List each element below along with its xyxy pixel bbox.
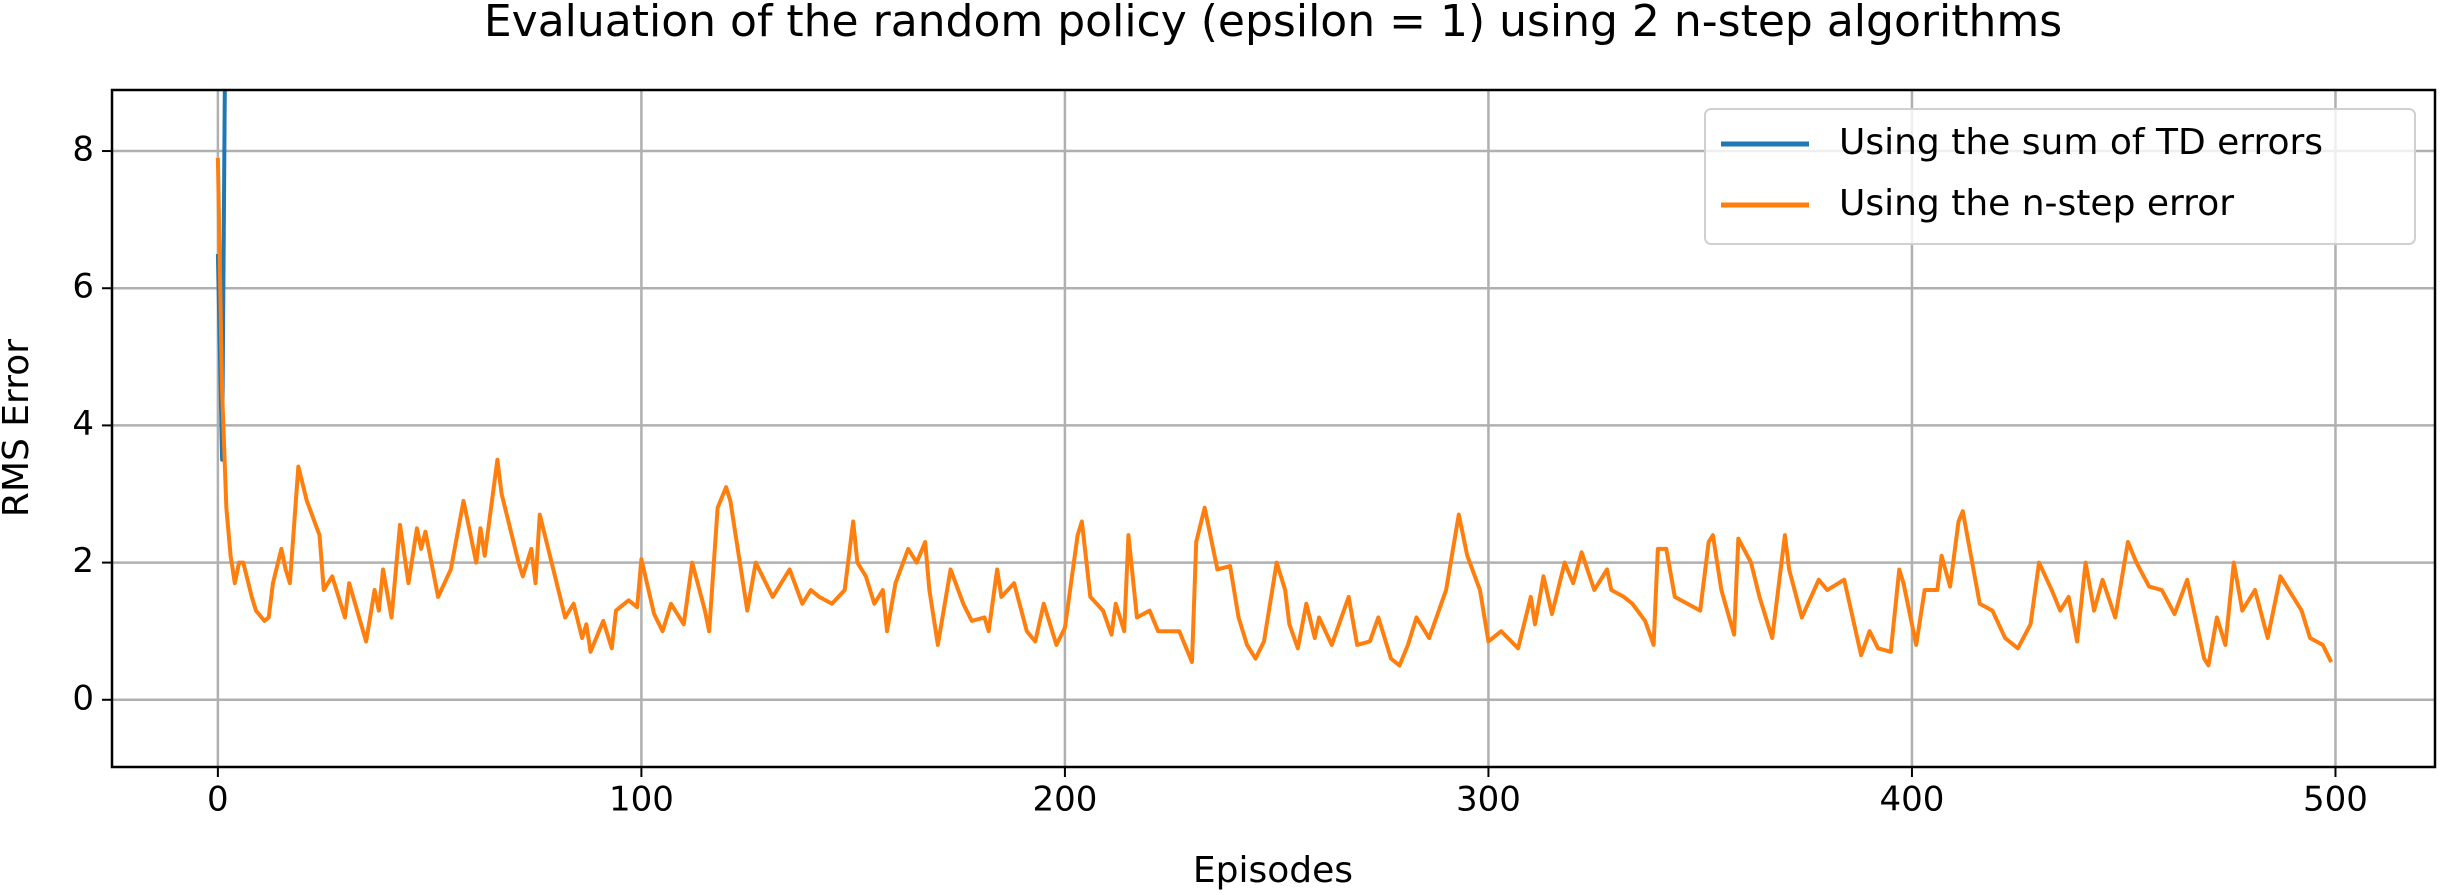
y-tick-label: 0 xyxy=(72,678,94,718)
legend-label: Using the sum of TD errors xyxy=(1839,122,2323,163)
x-tick-label: 400 xyxy=(1880,780,1945,820)
chart-title: Evaluation of the random policy (epsilon… xyxy=(484,0,2062,47)
y-tick-label: 2 xyxy=(72,541,94,581)
y-axis-label: RMS Error xyxy=(0,339,37,517)
x-axis-label: Episodes xyxy=(1193,850,1353,891)
data-line xyxy=(215,157,2334,668)
y-tick-label: 6 xyxy=(72,267,94,307)
x-tick-label: 100 xyxy=(609,780,674,820)
y-tick-label: 8 xyxy=(72,130,94,170)
x-tick-label: 500 xyxy=(2303,780,2368,820)
plot-frame xyxy=(110,88,2437,769)
legend-box xyxy=(1704,108,2416,245)
x-tick-label: 300 xyxy=(1456,780,1521,820)
plot-area xyxy=(215,90,2334,668)
x-tick-label: 0 xyxy=(207,780,229,820)
y-tick-label: 4 xyxy=(72,404,94,444)
legend-label: Using the n-step error xyxy=(1839,183,2234,224)
x-tick-label: 200 xyxy=(1032,780,1097,820)
